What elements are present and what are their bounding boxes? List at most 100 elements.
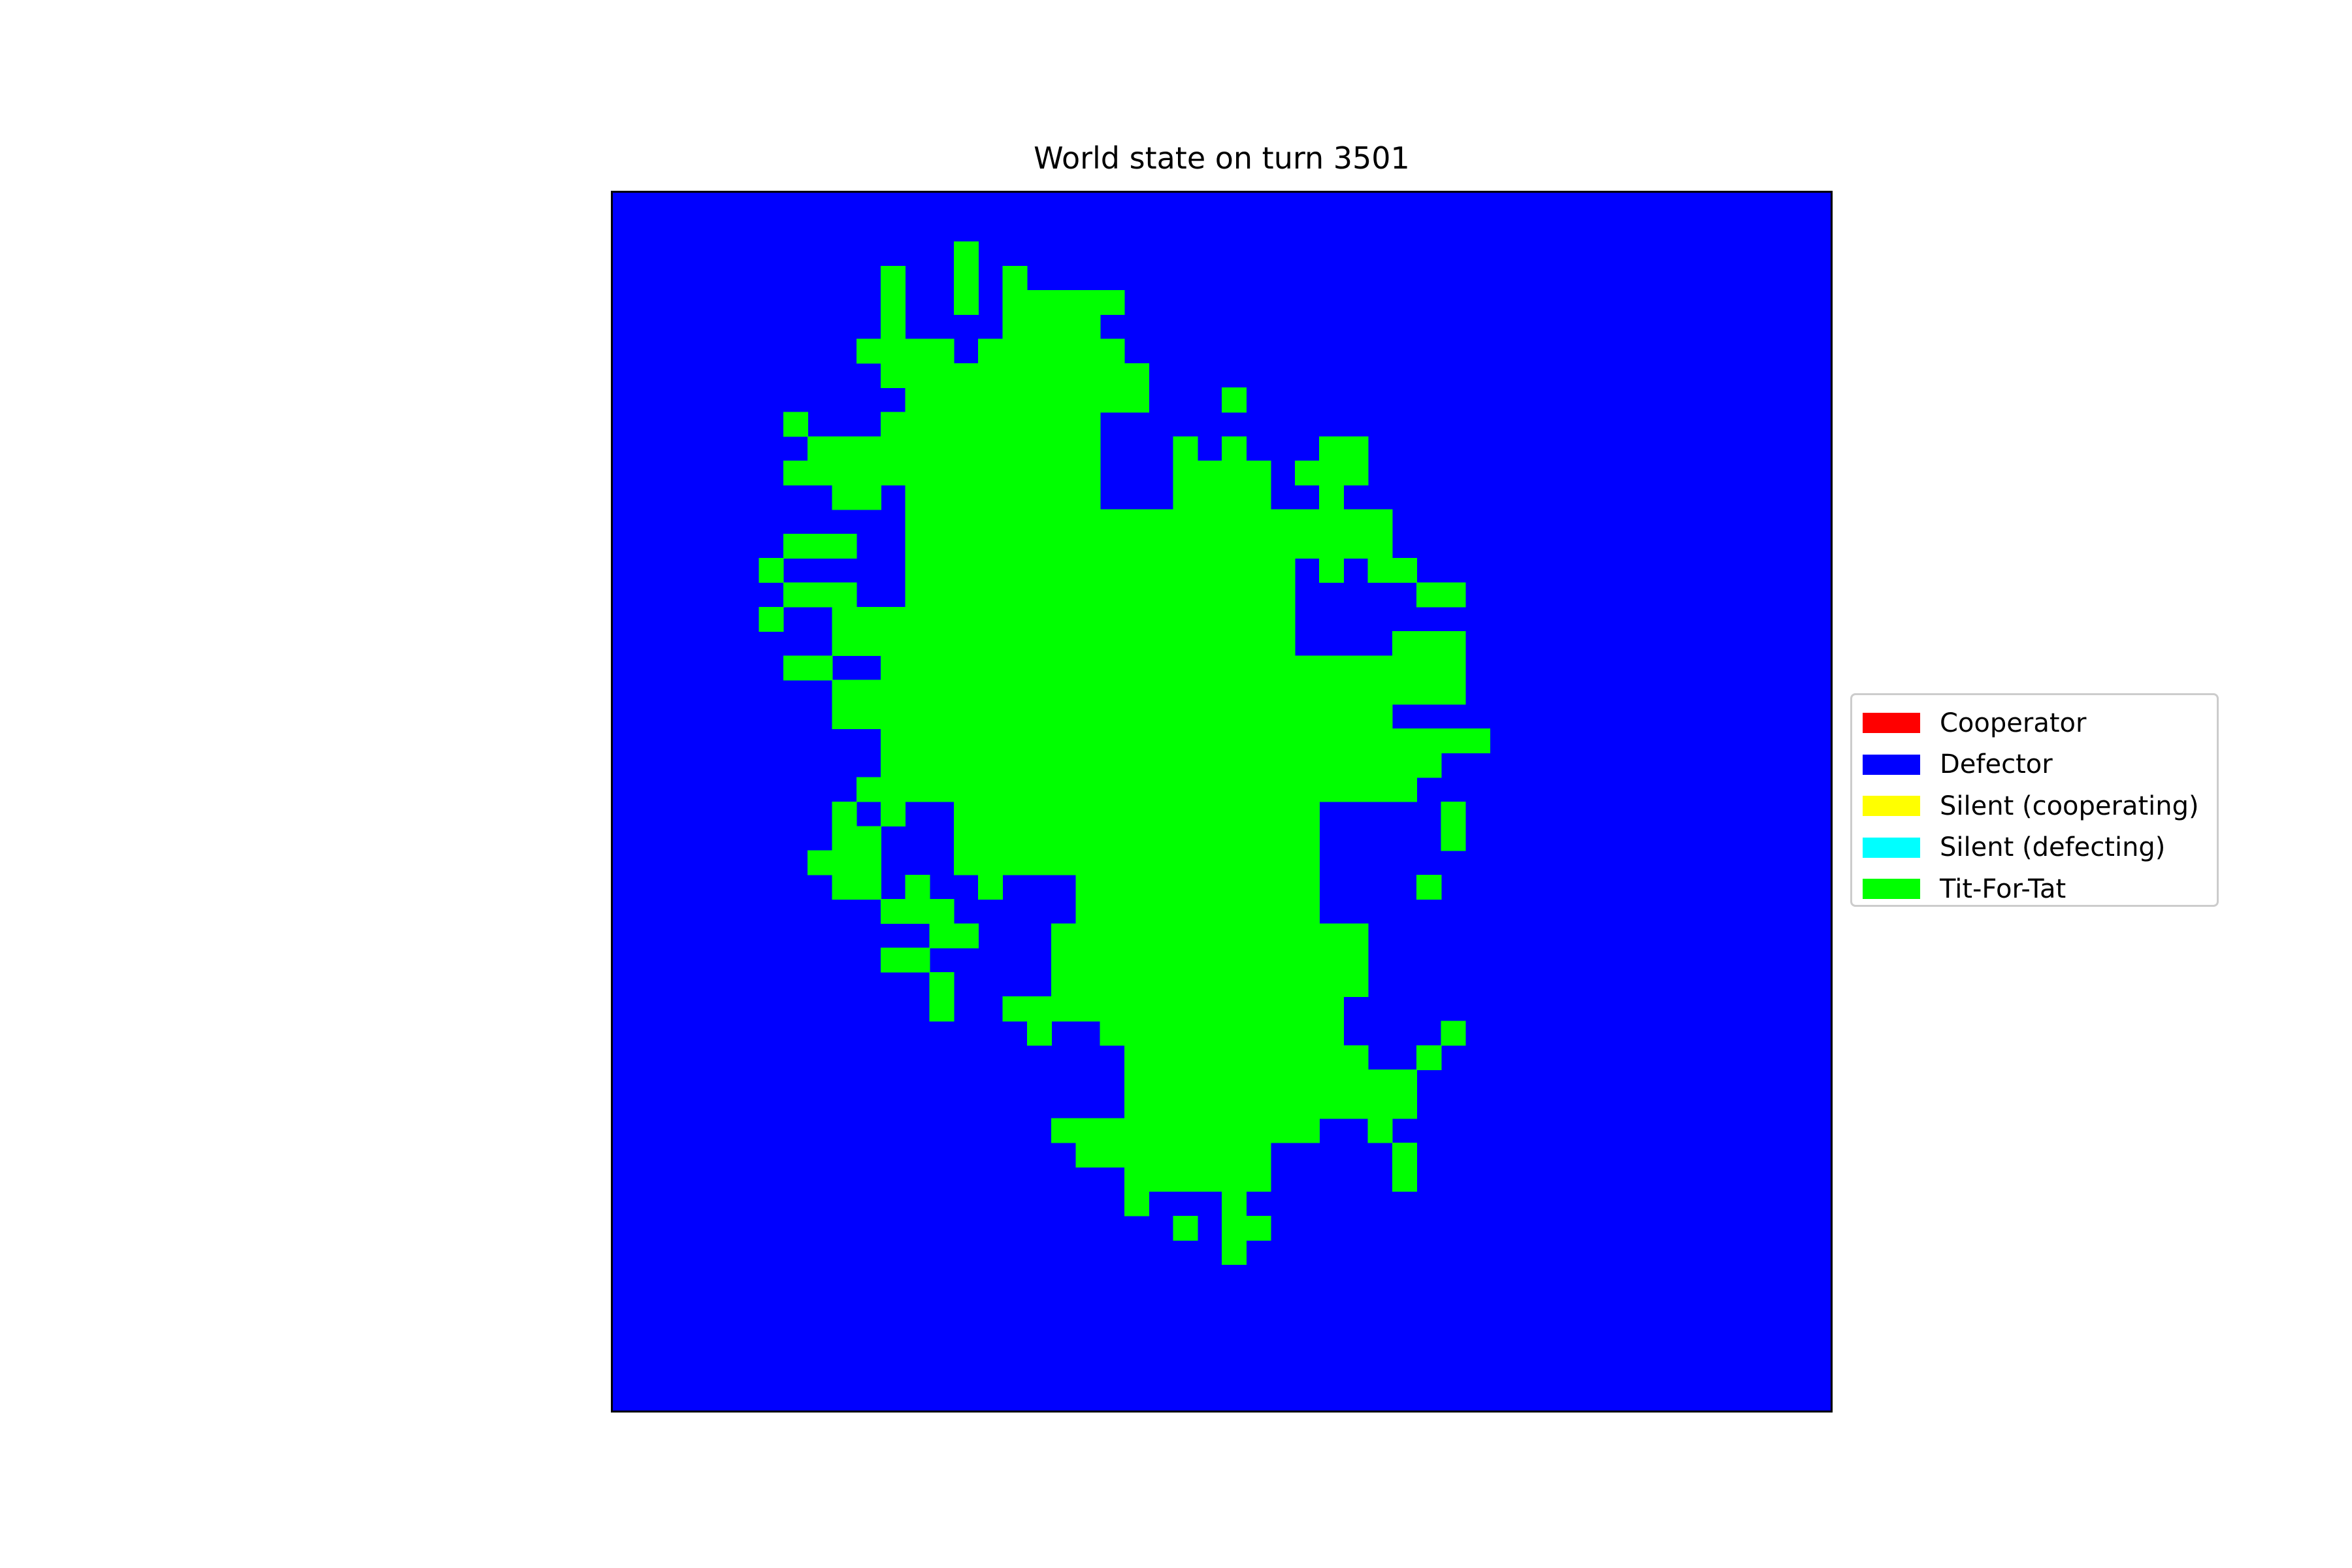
- grid-cell-tit-for-tat: [1002, 533, 1028, 559]
- grid-cell-tit-for-tat: [1246, 972, 1271, 997]
- grid-cell-tit-for-tat: [1416, 655, 1442, 681]
- grid-cell-tit-for-tat: [1392, 631, 1417, 657]
- grid-cell-tit-for-tat: [1367, 728, 1393, 754]
- grid-cell-tit-for-tat: [1051, 972, 1077, 997]
- grid-cell-tit-for-tat: [1149, 850, 1174, 875]
- grid-cell-tit-for-tat: [1124, 655, 1149, 681]
- grid-cell-tit-for-tat: [1294, 704, 1320, 729]
- grid-cell-tit-for-tat: [1100, 606, 1125, 632]
- grid-cell-tit-for-tat: [1026, 436, 1052, 461]
- grid-cell-tit-for-tat: [1173, 655, 1198, 681]
- grid-cell-tit-for-tat: [1173, 509, 1198, 534]
- grid-cell-tit-for-tat: [1124, 631, 1149, 657]
- grid-cell-tit-for-tat: [1246, 679, 1271, 705]
- grid-cells: [759, 241, 1490, 1266]
- grid-cell-tit-for-tat: [1222, 850, 1247, 875]
- grid-cell-tit-for-tat: [856, 631, 881, 657]
- grid-cell-tit-for-tat: [953, 461, 979, 486]
- grid-cell-tit-for-tat: [1319, 509, 1345, 534]
- grid-cell-tit-for-tat: [978, 655, 1004, 681]
- grid-cell-tit-for-tat: [1075, 923, 1101, 949]
- grid-cell-tit-for-tat: [1270, 1094, 1296, 1119]
- grid-cell-tit-for-tat: [1075, 631, 1101, 657]
- grid-cell-tit-for-tat: [1246, 1094, 1271, 1119]
- grid-cell-tit-for-tat: [1294, 802, 1320, 827]
- grid-cell-tit-for-tat: [953, 704, 979, 729]
- grid-cell-tit-for-tat: [1075, 314, 1101, 340]
- grid-cell-tit-for-tat: [978, 387, 1004, 413]
- grid-cell-tit-for-tat: [1222, 1045, 1247, 1070]
- grid-cell-tit-for-tat: [1075, 436, 1101, 461]
- grid-cell-tit-for-tat: [1051, 290, 1077, 316]
- grid-cell-tit-for-tat: [978, 679, 1004, 705]
- grid-cell-tit-for-tat: [1075, 899, 1101, 924]
- grid-cell-tit-for-tat: [1222, 923, 1247, 949]
- grid-cell-tit-for-tat: [1051, 850, 1077, 875]
- grid-cell-tit-for-tat: [1222, 826, 1247, 851]
- grid-cell-tit-for-tat: [1075, 826, 1101, 851]
- grid-cell-tit-for-tat: [1343, 777, 1369, 802]
- grid-cell-tit-for-tat: [1026, 412, 1052, 437]
- grid-cell-tit-for-tat: [1100, 363, 1125, 388]
- grid-cell-tit-for-tat: [1173, 899, 1198, 924]
- grid-cell-tit-for-tat: [1270, 582, 1296, 608]
- grid-cell-tit-for-tat: [1441, 1021, 1466, 1046]
- grid-cell-tit-for-tat: [1197, 753, 1222, 778]
- grid-cell-tit-for-tat: [1392, 679, 1417, 705]
- grid-cell-tit-for-tat: [832, 874, 857, 900]
- grid-cell-tit-for-tat: [1197, 1021, 1222, 1046]
- grid-cell-tit-for-tat: [1149, 655, 1174, 681]
- grid-cell-tit-for-tat: [1197, 1167, 1222, 1192]
- grid-cell-tit-for-tat: [832, 704, 857, 729]
- grid-cell-tit-for-tat: [1392, 558, 1417, 583]
- grid-cell-tit-for-tat: [978, 802, 1004, 827]
- grid-cell-tit-for-tat: [1051, 947, 1077, 973]
- grid-cell-tit-for-tat: [808, 582, 833, 608]
- legend-label-silent-defecting: Silent (defecting): [1940, 832, 2166, 863]
- grid-cell-tit-for-tat: [1270, 923, 1296, 949]
- grid-cell-tit-for-tat: [1124, 533, 1149, 559]
- grid-cell-tit-for-tat: [1051, 314, 1077, 340]
- grid-cell-tit-for-tat: [1343, 461, 1369, 486]
- grid-cell-tit-for-tat: [1343, 655, 1369, 681]
- grid-cell-tit-for-tat: [1075, 1118, 1101, 1143]
- grid-cell-tit-for-tat: [1270, 972, 1296, 997]
- grid-cell-tit-for-tat: [1100, 753, 1125, 778]
- grid-cell-tit-for-tat: [1246, 923, 1271, 949]
- grid-cell-tit-for-tat: [881, 777, 906, 802]
- grid-cell-tit-for-tat: [1319, 777, 1345, 802]
- grid-cell-tit-for-tat: [1002, 802, 1028, 827]
- grid-cell-tit-for-tat: [1173, 1142, 1198, 1168]
- grid-cell-tit-for-tat: [905, 753, 930, 778]
- grid-cell-tit-for-tat: [1173, 533, 1198, 559]
- grid-cell-tit-for-tat: [1319, 533, 1345, 559]
- grid-cell-tit-for-tat: [1294, 1070, 1320, 1095]
- grid-cell-tit-for-tat: [1002, 314, 1028, 340]
- grid-cell-tit-for-tat: [1270, 850, 1296, 875]
- grid-cell-tit-for-tat: [929, 533, 955, 559]
- grid-cell-tit-for-tat: [1173, 802, 1198, 827]
- grid-cell-tit-for-tat: [978, 874, 1004, 900]
- grid-cell-tit-for-tat: [1124, 679, 1149, 705]
- grid-cell-tit-for-tat: [953, 802, 979, 827]
- grid-cell-tit-for-tat: [1149, 1021, 1174, 1046]
- grid-cell-tit-for-tat: [1197, 485, 1222, 510]
- grid-cell-tit-for-tat: [856, 874, 881, 900]
- grid-cell-tit-for-tat: [1270, 509, 1296, 534]
- grid-cell-tit-for-tat: [1392, 1094, 1417, 1119]
- grid-cell-tit-for-tat: [1294, 533, 1320, 559]
- grid-cell-tit-for-tat: [1173, 996, 1198, 1022]
- grid-cell-tit-for-tat: [1197, 509, 1222, 534]
- grid-cell-tit-for-tat: [759, 558, 784, 583]
- grid-cell-tit-for-tat: [1367, 753, 1393, 778]
- grid-cell-tit-for-tat: [978, 363, 1004, 388]
- grid-cell-tit-for-tat: [1149, 1045, 1174, 1070]
- grid-cell-tit-for-tat: [1270, 899, 1296, 924]
- grid-cell-tit-for-tat: [1002, 826, 1028, 851]
- grid-cell-tit-for-tat: [1026, 777, 1052, 802]
- grid-cell-tit-for-tat: [1075, 728, 1101, 754]
- grid-cell-tit-for-tat: [1173, 728, 1198, 754]
- grid-cell-tit-for-tat: [832, 850, 857, 875]
- grid-cell-tit-for-tat: [1149, 1094, 1174, 1119]
- grid-cell-tit-for-tat: [1222, 461, 1247, 486]
